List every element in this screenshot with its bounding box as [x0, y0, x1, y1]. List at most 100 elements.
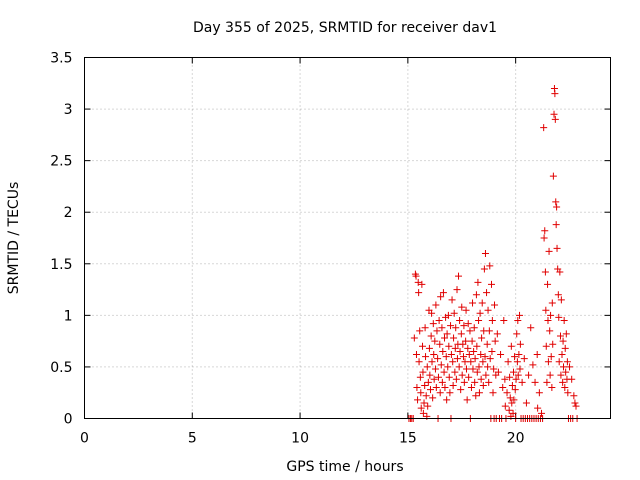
data-point: [506, 373, 514, 381]
data-point: [434, 373, 442, 381]
data-point: [455, 363, 463, 371]
data-point: [465, 373, 473, 381]
data-point: [422, 353, 430, 361]
data-point: [538, 409, 546, 417]
data-point: [441, 384, 449, 392]
data-point: [544, 317, 552, 325]
data-point: [508, 381, 516, 389]
data-point: [516, 340, 524, 348]
data-point: [540, 234, 548, 242]
data-point: [490, 365, 498, 373]
data-point: [464, 320, 472, 328]
data-point: [535, 389, 543, 397]
data-point: [556, 268, 564, 276]
data-point: [478, 299, 486, 307]
data-point: [545, 247, 553, 255]
data-point: [488, 347, 496, 355]
data-point: [442, 353, 450, 361]
data-point: [413, 384, 421, 392]
x-axis-title: GPS time / hours: [286, 459, 403, 475]
data-point: [546, 371, 554, 379]
data-point: [559, 337, 567, 345]
data-point: [557, 296, 565, 304]
data-point: [562, 368, 570, 376]
data-point: [455, 272, 463, 280]
data-point: [561, 384, 569, 392]
data-point: [548, 384, 556, 392]
data-point: [473, 342, 481, 350]
data-point: [509, 368, 517, 376]
data-point: [525, 371, 533, 379]
data-point: [429, 320, 437, 328]
data-point: [414, 396, 422, 404]
data-point: [438, 324, 446, 332]
data-point: [549, 172, 557, 180]
data-point: [460, 322, 468, 330]
data-point: [531, 378, 539, 386]
data-point: [533, 351, 541, 359]
data-point: [555, 313, 563, 321]
data-point: [544, 280, 552, 288]
data-point: [547, 311, 555, 319]
data-point: [475, 389, 483, 397]
data-point: [452, 324, 460, 332]
data-point: [559, 378, 567, 386]
data-point: [483, 340, 491, 348]
data-point: [450, 309, 458, 317]
data-point: [416, 327, 424, 335]
data-point: [497, 351, 505, 359]
x-tick-label: 15: [399, 431, 417, 447]
data-point: [516, 365, 524, 373]
data-point: [477, 375, 485, 383]
data-point: [458, 303, 466, 311]
data-point: [481, 249, 489, 257]
data-point: [479, 381, 487, 389]
data-point: [564, 389, 572, 397]
data-point: [432, 384, 440, 392]
data-point: [443, 330, 451, 338]
data-point: [419, 368, 427, 376]
data-point: [423, 363, 431, 371]
data-point: [433, 327, 441, 335]
data-point: [486, 355, 494, 363]
data-point: [542, 342, 550, 350]
chart-title: Day 355 of 2025, SRMTID for receiver dav…: [193, 20, 497, 36]
data-point: [420, 399, 428, 407]
y-tick-label: 1: [64, 308, 73, 324]
data-point: [422, 392, 430, 400]
data-point: [488, 317, 496, 325]
data-point: [421, 324, 429, 332]
data-point: [499, 384, 507, 392]
data-point: [553, 203, 561, 211]
data-point: [558, 351, 566, 359]
data-point: [449, 381, 457, 389]
data-point: [463, 396, 471, 404]
y-tick-label: 0: [64, 412, 73, 428]
data-point: [560, 363, 568, 371]
y-tick-label: 1.5: [50, 257, 72, 273]
data-point: [457, 330, 465, 338]
data-point: [475, 317, 483, 325]
data-point: [451, 344, 459, 352]
data-point: [504, 358, 512, 366]
x-tick-label: 10: [291, 431, 309, 447]
axis-ticks: 0 5 10 15 20 0 0.5 1 1.5 2 2.5 3 3.5: [50, 51, 611, 447]
data-point: [543, 378, 551, 386]
data-point: [470, 324, 478, 332]
data-point: [562, 330, 570, 338]
data-point: [512, 375, 520, 383]
data-point: [466, 327, 474, 335]
data-point: [534, 404, 542, 412]
data-point: [566, 363, 574, 371]
data-point: [447, 351, 455, 359]
data-point: [479, 358, 487, 366]
data-point: [485, 378, 493, 386]
data-point: [493, 330, 501, 338]
data-point: [484, 306, 492, 314]
data-point: [444, 311, 452, 319]
data-point: [468, 337, 476, 345]
data-point: [556, 332, 564, 340]
data-point: [529, 361, 537, 369]
data-point: [557, 371, 565, 379]
data-point: [518, 378, 526, 386]
